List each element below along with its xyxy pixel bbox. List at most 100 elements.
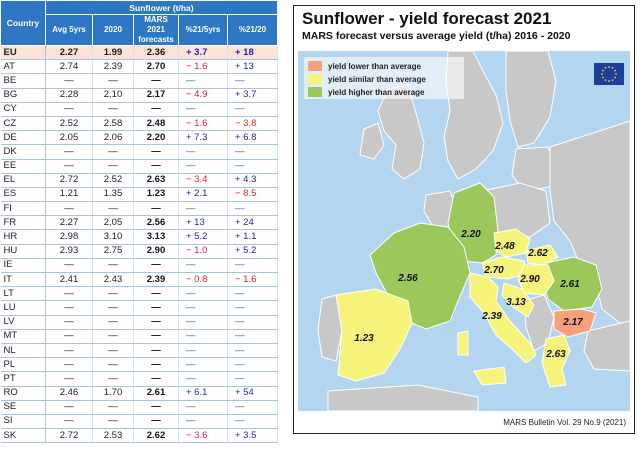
- cell-avg5: —: [45, 357, 93, 373]
- map-value-label-it: 2.39: [481, 311, 502, 322]
- cell-pct20: + 13: [227, 59, 278, 75]
- eu-flag-logo: [594, 63, 624, 85]
- table-row: AT 2.74 2.39 2.70− 1.6 + 13: [0, 59, 278, 75]
- table-row: SE — — — — —: [0, 400, 278, 415]
- cell-mars: 2.61: [133, 386, 179, 401]
- table-row: BE — — — — —: [0, 73, 278, 89]
- legend-label: yield similar than average: [328, 75, 426, 84]
- cell-y2020: 1.99: [92, 45, 134, 61]
- cell-pct5: —: [178, 144, 228, 160]
- map-value-label-cz: 2.48: [494, 241, 515, 252]
- cell-mars: —: [133, 343, 179, 359]
- cell-pct5: + 6.1: [178, 386, 228, 401]
- cell-y2020: —: [92, 343, 134, 359]
- cell-country: IT: [0, 272, 46, 288]
- cell-pct5: —: [178, 258, 228, 274]
- cell-y2020: —: [92, 329, 134, 344]
- cell-mars: —: [133, 329, 179, 344]
- cell-y2020: —: [92, 201, 134, 217]
- cell-avg5: 2.27: [45, 45, 93, 61]
- map-value-labels: 2.20 2.48 2.62 2.70 2.90 2.61 2.56 3.13 2.39 2.17…: [354, 229, 583, 360]
- cell-pct20: —: [227, 201, 278, 217]
- region-es: [335, 288, 413, 382]
- cell-pct5: —: [178, 400, 228, 415]
- cell-avg5: —: [45, 144, 93, 160]
- cell-mars: 2.63: [133, 173, 179, 188]
- cell-avg5: —: [45, 343, 93, 359]
- cell-pct5: —: [178, 414, 228, 430]
- cell-country: BE: [0, 73, 46, 89]
- cell-avg5: 2.74: [45, 59, 93, 75]
- map-value-label-ro: 2.61: [559, 279, 580, 290]
- cell-pct5: − 1.6: [178, 116, 228, 132]
- legend-label: yield lower than average: [328, 62, 421, 71]
- cell-y2020: 3.10: [92, 229, 134, 245]
- map-value-label-fr: 2.56: [397, 273, 418, 284]
- europe-map: yield lower than average yield similar th…: [298, 51, 630, 411]
- cell-avg5: 2.52: [45, 116, 93, 132]
- cell-mars: —: [133, 357, 179, 373]
- cell-pct20: + 3.7: [227, 88, 278, 103]
- cell-pct5: —: [178, 315, 228, 330]
- cell-avg5: 2.27: [45, 215, 93, 231]
- map-title: Sunflower - yield forecast 2021: [302, 9, 552, 28]
- table-row: PL — — — — —: [0, 357, 278, 373]
- cell-y2020: —: [92, 144, 134, 160]
- flag-star: [615, 73, 617, 75]
- col-pct20-header: %21/20: [227, 14, 278, 46]
- table-row: EL 2.72 2.52 2.63− 3.4 + 4.3: [0, 173, 278, 188]
- cell-y2020: 2.10: [92, 88, 134, 103]
- cell-pct5: —: [178, 201, 228, 217]
- table-row: ES 1.21 1.35 1.23 + 2.1− 8.5: [0, 187, 278, 203]
- cell-avg5: 2.98: [45, 229, 93, 245]
- europe-map-svg: yield lower than average yield similar th…: [298, 51, 630, 411]
- flag-star: [614, 69, 616, 72]
- map-legend: yield lower than average yield similar th…: [304, 57, 464, 99]
- map-subtitle: MARS forecast versus average yield (t/ha…: [302, 30, 571, 42]
- table-row: DE 2.05 2.06 2.20 + 7.3 + 6.8: [0, 130, 278, 146]
- cell-pct5: − 4.9: [178, 88, 228, 103]
- cell-country: HU: [0, 244, 46, 259]
- cell-country: EU: [0, 45, 46, 61]
- table-row: IT 2.41 2.43 2.39− 0.8− 1.6: [0, 272, 278, 288]
- map-value-label-hu: 2.90: [519, 274, 540, 285]
- cell-y2020: —: [92, 159, 134, 174]
- cell-y2020: —: [92, 258, 134, 274]
- cell-mars: —: [133, 201, 179, 217]
- cell-y2020: —: [92, 315, 134, 330]
- cell-avg5: —: [45, 329, 93, 344]
- cell-y2020: —: [92, 357, 134, 373]
- cell-pct20: + 18: [227, 45, 278, 61]
- cell-avg5: —: [45, 414, 93, 430]
- cell-country: LU: [0, 300, 46, 316]
- col-avg5-header: Avg 5yrs: [45, 14, 93, 46]
- cell-y2020: 1.35: [92, 187, 134, 203]
- legend-label: yield higher than average: [328, 88, 425, 97]
- cell-y2020: 1.70: [92, 386, 134, 401]
- cell-pct5: − 3.6: [178, 428, 228, 444]
- table-row: MT — — — — —: [0, 329, 278, 344]
- land-uk-ireland: [359, 84, 425, 180]
- cell-pct5: − 3.4: [178, 173, 228, 188]
- yield-table: Country Sunflower (t/ha) Avg 5yrs 2020 M…: [0, 0, 278, 444]
- region-hu: [517, 264, 555, 296]
- cell-avg5: 2.41: [45, 272, 93, 288]
- cell-pct20: —: [227, 73, 278, 89]
- map-value-label-hr: 3.13: [506, 297, 526, 308]
- cell-country: CZ: [0, 116, 46, 132]
- map-panel: Sunflower - yield forecast 2021 MARS for…: [293, 5, 635, 434]
- cell-pct5: + 3.7: [178, 45, 228, 61]
- legend-swatch: [308, 61, 322, 71]
- table-row: PT — — — — —: [0, 371, 278, 387]
- cell-pct20: − 1.6: [227, 272, 278, 288]
- cell-country: PL: [0, 357, 46, 373]
- table-row: DK — — — — —: [0, 144, 278, 160]
- cell-pct5: + 2.1: [178, 187, 228, 203]
- table-row: EU 2.27 1.99 2.36 + 3.7 + 18: [0, 45, 278, 61]
- cell-y2020: —: [92, 102, 134, 117]
- cell-y2020: —: [92, 73, 134, 89]
- flag-star: [602, 69, 604, 72]
- table-row: BG 2.28 2.10 2.17− 4.9 + 3.7: [0, 88, 278, 103]
- cell-country: EE: [0, 159, 46, 174]
- cell-y2020: —: [92, 414, 134, 430]
